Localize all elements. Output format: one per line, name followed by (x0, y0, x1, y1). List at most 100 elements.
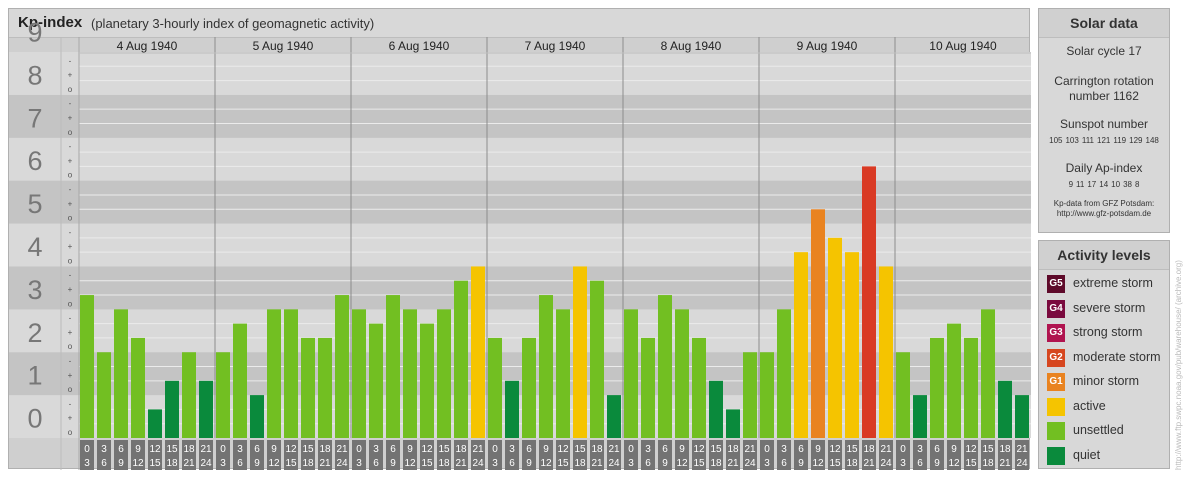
minor-tick-label: o (68, 299, 73, 308)
interval-end-label: 9 (662, 458, 668, 469)
legend-swatch (1047, 397, 1065, 416)
legend-label: moderate storm (1073, 349, 1161, 364)
kp-bar (709, 380, 723, 438)
kp-bar (250, 395, 264, 438)
minor-tick-label: - (69, 314, 72, 323)
ap-value: 38 (1123, 180, 1132, 189)
kp-bar (97, 352, 111, 438)
day-label: 5 Aug 1940 (253, 39, 314, 53)
interval-start-label: 12 (421, 444, 433, 455)
interval-start-label: 21 (336, 444, 348, 455)
interval-box (148, 440, 162, 470)
interval-end-label: 9 (118, 458, 124, 469)
ap-index-label: Daily Ap-index (1065, 161, 1143, 175)
band-8 (9, 52, 1031, 95)
interval-end-label: 15 (149, 458, 161, 469)
interval-end-label: 24 (472, 458, 484, 469)
interval-start-label: 9 (679, 444, 685, 455)
interval-box (233, 440, 247, 470)
interval-start-label: 15 (846, 444, 858, 455)
minor-tick-label: - (69, 357, 72, 366)
kp-bar (930, 337, 944, 438)
activity-levels-heading: Activity levels (1039, 241, 1169, 270)
kp-bar (777, 309, 791, 438)
interval-start-label: 9 (135, 444, 141, 455)
interval-end-label: 12 (812, 458, 824, 469)
interval-start-label: 0 (220, 444, 226, 455)
interval-end-label: 6 (101, 458, 107, 469)
interval-box (454, 440, 468, 470)
interval-end-label: 18 (846, 458, 858, 469)
interval-start-label: 18 (727, 444, 739, 455)
interval-end-label: 6 (781, 458, 787, 469)
minor-tick-label: + (68, 156, 73, 165)
kp-bar (947, 323, 961, 438)
minor-tick-label: - (69, 271, 72, 280)
minor-tick-label: + (68, 113, 73, 122)
interval-start-label: 3 (509, 444, 515, 455)
credit-line-1: Kp-data from GFZ Potsdam: (1053, 199, 1155, 208)
kp-bar (352, 309, 366, 438)
interval-start-label: 0 (628, 444, 634, 455)
day-label: 7 Aug 1940 (525, 39, 586, 53)
interval-end-label: 9 (254, 458, 260, 469)
ap-value: 11 (1076, 180, 1085, 189)
interval-box (777, 440, 791, 470)
interval-end-label: 21 (727, 458, 739, 469)
kp-bar (828, 237, 842, 438)
interval-start-label: 12 (965, 444, 977, 455)
interval-end-label: 15 (557, 458, 569, 469)
interval-box (369, 440, 383, 470)
interval-end-label: 6 (509, 458, 515, 469)
day-label: 10 Aug 1940 (929, 39, 997, 53)
interval-start-label: 18 (999, 444, 1011, 455)
minor-tick-label: o (68, 171, 73, 180)
interval-box (981, 440, 995, 470)
interval-start-label: 3 (781, 444, 787, 455)
kp-bar (403, 309, 417, 438)
legend-swatch (1047, 446, 1065, 465)
interval-box (828, 440, 842, 470)
sunspot-value: 148 (1145, 136, 1159, 145)
interval-end-label: 15 (285, 458, 297, 469)
interval-box (335, 440, 349, 470)
interval-end-label: 21 (455, 458, 467, 469)
interval-end-label: 24 (744, 458, 756, 469)
kp-bar (471, 266, 485, 438)
sunspot-value: 103 (1065, 136, 1079, 145)
interval-start-label: 15 (302, 444, 314, 455)
kp-bar (318, 337, 332, 438)
minor-tick-label: + (68, 285, 73, 294)
interval-box (114, 440, 128, 470)
legend-swatch (1047, 422, 1065, 440)
y-tick-label: 7 (27, 103, 42, 133)
interval-box (692, 440, 706, 470)
carrington-line-1: Carrington rotation (1054, 74, 1154, 88)
interval-start-label: 6 (526, 444, 532, 455)
kp-bar (794, 252, 808, 438)
interval-box (471, 440, 485, 470)
minor-tick-label: + (68, 328, 73, 337)
minor-tick-label: + (68, 242, 73, 251)
interval-start-label: 0 (900, 444, 906, 455)
interval-box (573, 440, 587, 470)
interval-box (403, 440, 417, 470)
minor-tick-label: + (68, 71, 73, 80)
interval-box (1015, 440, 1029, 470)
interval-start-label: 3 (101, 444, 107, 455)
kp-bar (148, 409, 162, 438)
interval-end-label: 21 (319, 458, 331, 469)
interval-end-label: 18 (982, 458, 994, 469)
sunspot-values: 105 103 111 121 119 129 148 (1039, 136, 1169, 145)
interval-start-label: 3 (373, 444, 379, 455)
interval-start-label: 21 (744, 444, 756, 455)
y-tick-label: 6 (27, 146, 42, 176)
band-1 (9, 352, 1031, 396)
legend-swatch: G4 (1047, 299, 1065, 318)
interval-end-label: 6 (917, 458, 923, 469)
interval-start-label: 21 (1016, 444, 1028, 455)
interval-box (624, 440, 638, 470)
interval-start-label: 18 (591, 444, 603, 455)
interval-start-label: 0 (764, 444, 770, 455)
legend-swatch: G2 (1047, 348, 1065, 367)
